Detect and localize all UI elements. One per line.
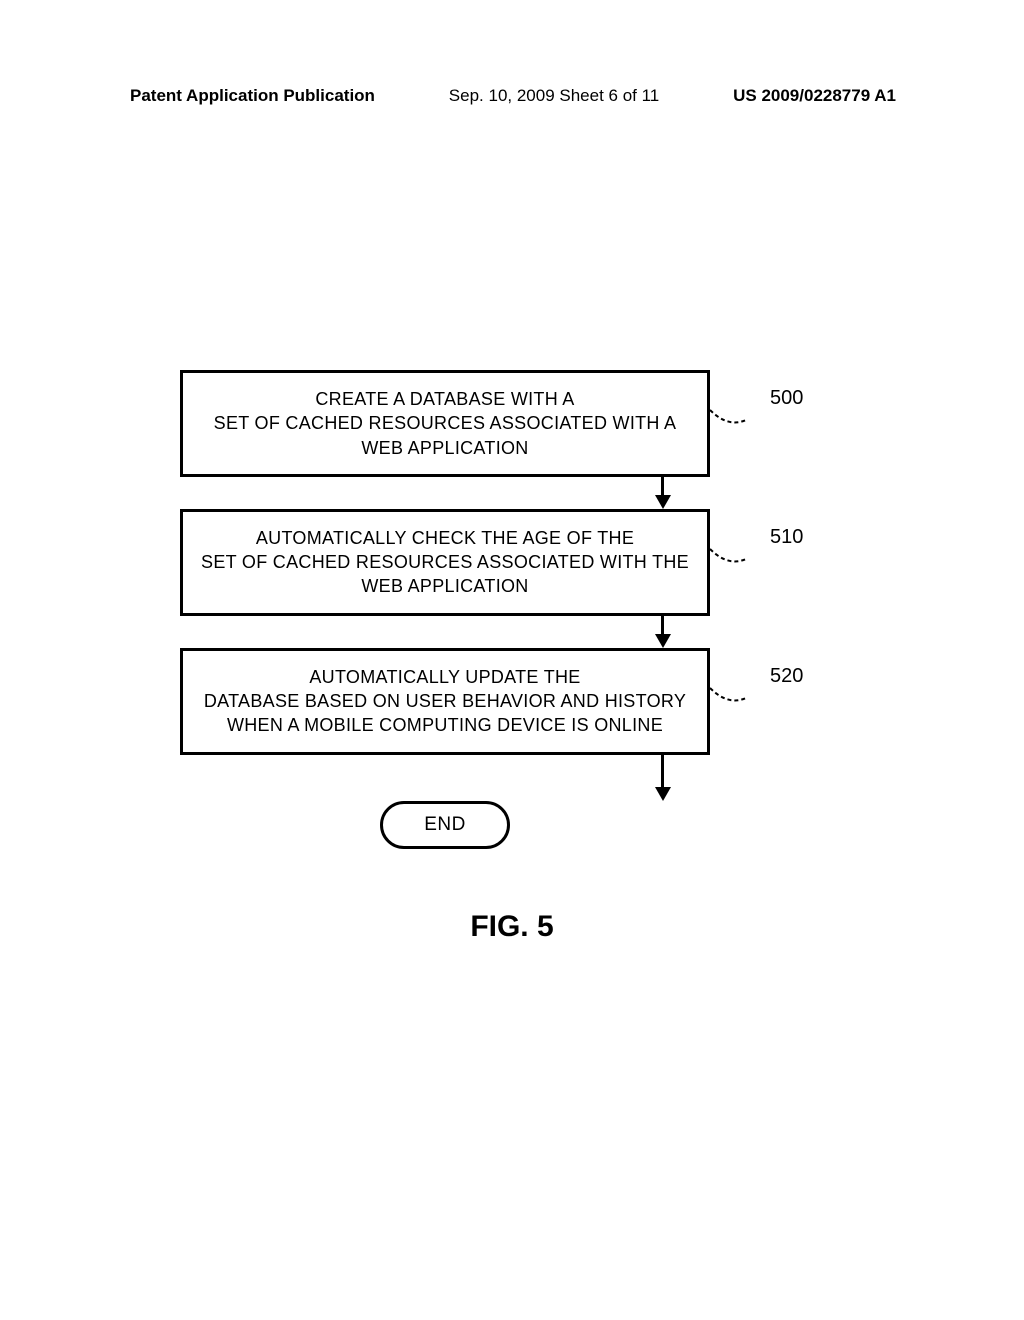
leader-520 xyxy=(710,678,758,718)
page-header: Patent Application Publication Sep. 10, … xyxy=(0,86,1024,106)
step-520-line2: DATABASE BASED ON USER BEHAVIOR AND HIST… xyxy=(204,691,686,711)
leader-510 xyxy=(710,539,758,579)
step-500-line1: CREATE A DATABASE WITH A xyxy=(315,389,574,409)
header-docket-number: US 2009/0228779 A1 xyxy=(733,86,896,106)
flowchart-terminator-end: END xyxy=(380,801,510,849)
step-500-line3: WEB APPLICATION xyxy=(361,438,528,458)
flowchart-step-510-row: AUTOMATICALLY CHECK THE AGE OF THE SET O… xyxy=(180,509,880,616)
leader-500 xyxy=(710,400,758,440)
step-510-line1: AUTOMATICALLY CHECK THE AGE OF THE xyxy=(256,528,634,548)
step-510-line2: SET OF CACHED RESOURCES ASSOCIATED WITH … xyxy=(201,552,689,572)
step-520-line3: WHEN A MOBILE COMPUTING DEVICE IS ONLINE xyxy=(227,715,663,735)
flowchart-step-500-row: CREATE A DATABASE WITH A SET OF CACHED R… xyxy=(180,370,880,477)
flowchart-step-510: AUTOMATICALLY CHECK THE AGE OF THE SET O… xyxy=(180,509,710,616)
flowchart-step-500: CREATE A DATABASE WITH A SET OF CACHED R… xyxy=(180,370,710,477)
header-date-sheet: Sep. 10, 2009 Sheet 6 of 11 xyxy=(449,86,659,106)
step-520-line1: AUTOMATICALLY UPDATE THE xyxy=(309,667,580,687)
flowchart-step-520-row: AUTOMATICALLY UPDATE THE DATABASE BASED … xyxy=(180,648,880,755)
figure-label: FIG. 5 xyxy=(0,910,1024,944)
step-500-line2: SET OF CACHED RESOURCES ASSOCIATED WITH … xyxy=(214,413,677,433)
arrow-500-510 xyxy=(445,477,880,509)
ref-520: 520 xyxy=(770,665,803,688)
ref-500: 500 xyxy=(770,387,803,410)
end-label: END xyxy=(424,814,466,835)
flowchart-step-520: AUTOMATICALLY UPDATE THE DATABASE BASED … xyxy=(180,648,710,755)
step-510-line3: WEB APPLICATION xyxy=(361,576,528,596)
header-publication: Patent Application Publication xyxy=(130,86,375,106)
arrow-510-520 xyxy=(445,616,880,648)
flowchart: CREATE A DATABASE WITH A SET OF CACHED R… xyxy=(180,370,880,849)
arrow-520-end xyxy=(445,755,880,801)
ref-510: 510 xyxy=(770,526,803,549)
